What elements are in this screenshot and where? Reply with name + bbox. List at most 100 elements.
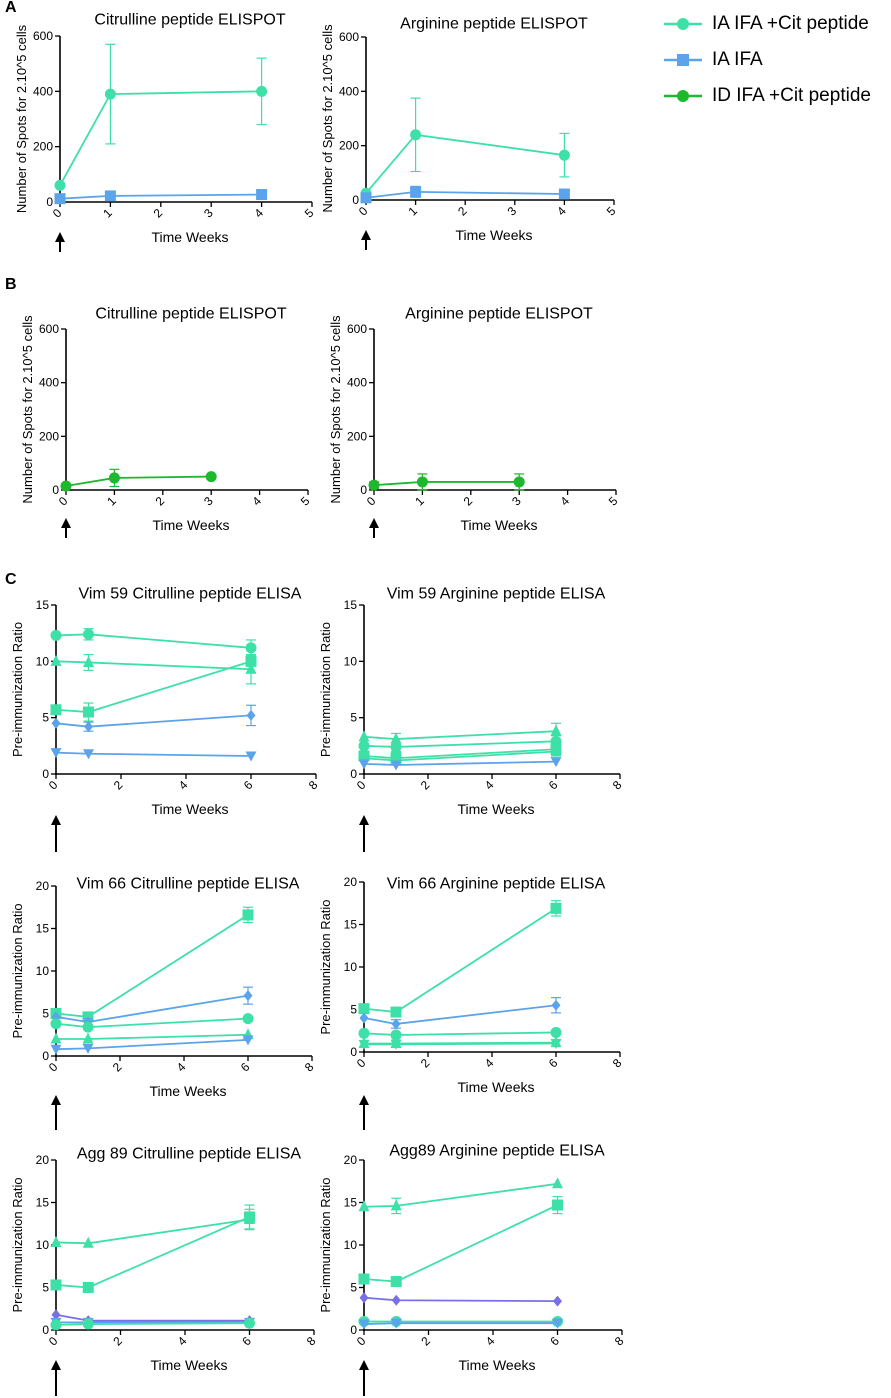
data-point [50, 1235, 62, 1247]
series-5 [50, 748, 257, 762]
data-point [358, 1039, 370, 1050]
data-point [256, 85, 268, 97]
data-point [104, 88, 116, 100]
y-tick-label: 15 [36, 922, 50, 936]
y-axis-label: Pre-immunization Ratio [10, 622, 25, 757]
series-line [363, 907, 557, 1013]
y-axis-label: Pre-immunization Ratio [318, 622, 333, 757]
data-point [242, 1013, 254, 1025]
x-tick-label: 8 [304, 1334, 319, 1349]
legend-label: IA IFA +Cit peptide [712, 13, 869, 34]
y-tick-label: 10 [344, 654, 358, 668]
series-line [55, 1216, 250, 1289]
data-point [50, 1032, 62, 1044]
series-1 [50, 906, 254, 1023]
chart-a2: Arginine peptide ELISPOT 0 200 400 600 0 1 2 3 4 5… [320, 15, 619, 250]
data-point [358, 759, 370, 770]
time-zero-arrow-icon [361, 230, 371, 250]
x-tick-label: 2 [461, 494, 476, 509]
x-tick-label: 0 [46, 778, 61, 793]
data-point [205, 471, 217, 483]
y-axis-label: Pre-immunization Ratio [318, 899, 333, 1034]
x-axis-label: Time Weeks [152, 517, 229, 533]
x-tick-label: 4 [554, 204, 569, 219]
chart-title: Agg 89 Citrulline peptide ELISA [77, 1145, 301, 1162]
x-tick-label: 0 [354, 778, 369, 793]
data-point [358, 1273, 370, 1285]
data-point [410, 186, 422, 198]
series-line [55, 1218, 250, 1245]
series-line [365, 133, 565, 194]
y-tick-label: 10 [344, 1238, 358, 1252]
y-tick-label: 600 [339, 30, 359, 44]
data-point [83, 706, 94, 718]
data-point [416, 476, 428, 488]
y-tick-label: 0 [42, 1049, 49, 1063]
series-3 [50, 1013, 254, 1033]
arrow-head [359, 815, 369, 825]
arrow-head [51, 1095, 61, 1105]
data-point [558, 188, 570, 200]
data-point [244, 1317, 255, 1329]
y-tick-label: 5 [42, 1007, 49, 1021]
legend-label: ID IFA +Cit peptide [712, 85, 871, 106]
data-point [552, 1199, 563, 1211]
series-3 [358, 1026, 562, 1041]
data-point [390, 1199, 402, 1211]
y-tick-label: 200 [347, 429, 367, 443]
data-point [54, 179, 66, 191]
chart-title: Citrulline peptide ELISPOT [95, 305, 286, 322]
series-line [363, 730, 557, 740]
series-line [59, 193, 262, 200]
y-tick-label: 15 [36, 598, 50, 612]
series-line [55, 914, 249, 1018]
data-point [82, 1043, 94, 1054]
series-3 [50, 649, 257, 722]
data-point [551, 745, 561, 757]
x-tick-label: 2 [111, 778, 126, 793]
x-tick-label: 1 [100, 206, 115, 221]
data-point [50, 1044, 62, 1055]
series-2 [360, 185, 570, 204]
x-axis-label: Time Weeks [460, 517, 537, 533]
data-point [104, 190, 116, 202]
y-tick-label: 10 [36, 654, 50, 668]
y-tick-label: 0 [42, 1323, 49, 1337]
y-tick-label: 15 [344, 918, 358, 932]
data-point [358, 1027, 370, 1039]
y-tick-label: 0 [52, 483, 59, 497]
series-2 [54, 189, 268, 205]
data-point [54, 193, 66, 205]
x-axis-label: Time Weeks [457, 801, 534, 817]
y-tick-label: 5 [350, 1003, 357, 1017]
arrow-head [369, 518, 379, 528]
data-point [513, 476, 525, 488]
time-zero-arrow-icon [51, 1095, 61, 1130]
data-point [51, 717, 61, 729]
data-point [558, 149, 570, 161]
x-tick-label: 0 [50, 206, 65, 221]
data-point [550, 757, 562, 768]
x-tick-label: 6 [241, 778, 256, 793]
data-point [82, 1318, 94, 1330]
legend-item-ia-ifa-cit: IA IFA +Cit peptide [660, 12, 890, 36]
legend-item-ia-ifa: IA IFA [660, 48, 890, 72]
x-tick-label: 1 [104, 494, 119, 509]
y-tick-label: 15 [36, 1196, 50, 1210]
data-point [358, 740, 370, 752]
chart-title: Arginine peptide ELISPOT [400, 15, 588, 32]
x-axis-label: Time Weeks [151, 801, 228, 817]
y-tick-label: 20 [36, 1153, 50, 1167]
y-tick-label: 0 [46, 195, 53, 209]
data-point [82, 1236, 94, 1248]
y-tick-label: 400 [339, 84, 359, 98]
data-point [242, 1035, 254, 1046]
data-point [358, 1319, 370, 1330]
data-point [242, 909, 254, 921]
y-tick-label: 0 [350, 1045, 357, 1059]
data-point [82, 1021, 94, 1033]
data-point [50, 1279, 62, 1291]
legend-item-id-ifa-cit: ID IFA +Cit peptide [660, 84, 890, 108]
data-point [244, 1211, 255, 1223]
legend-swatch-circle-icon [664, 90, 702, 102]
